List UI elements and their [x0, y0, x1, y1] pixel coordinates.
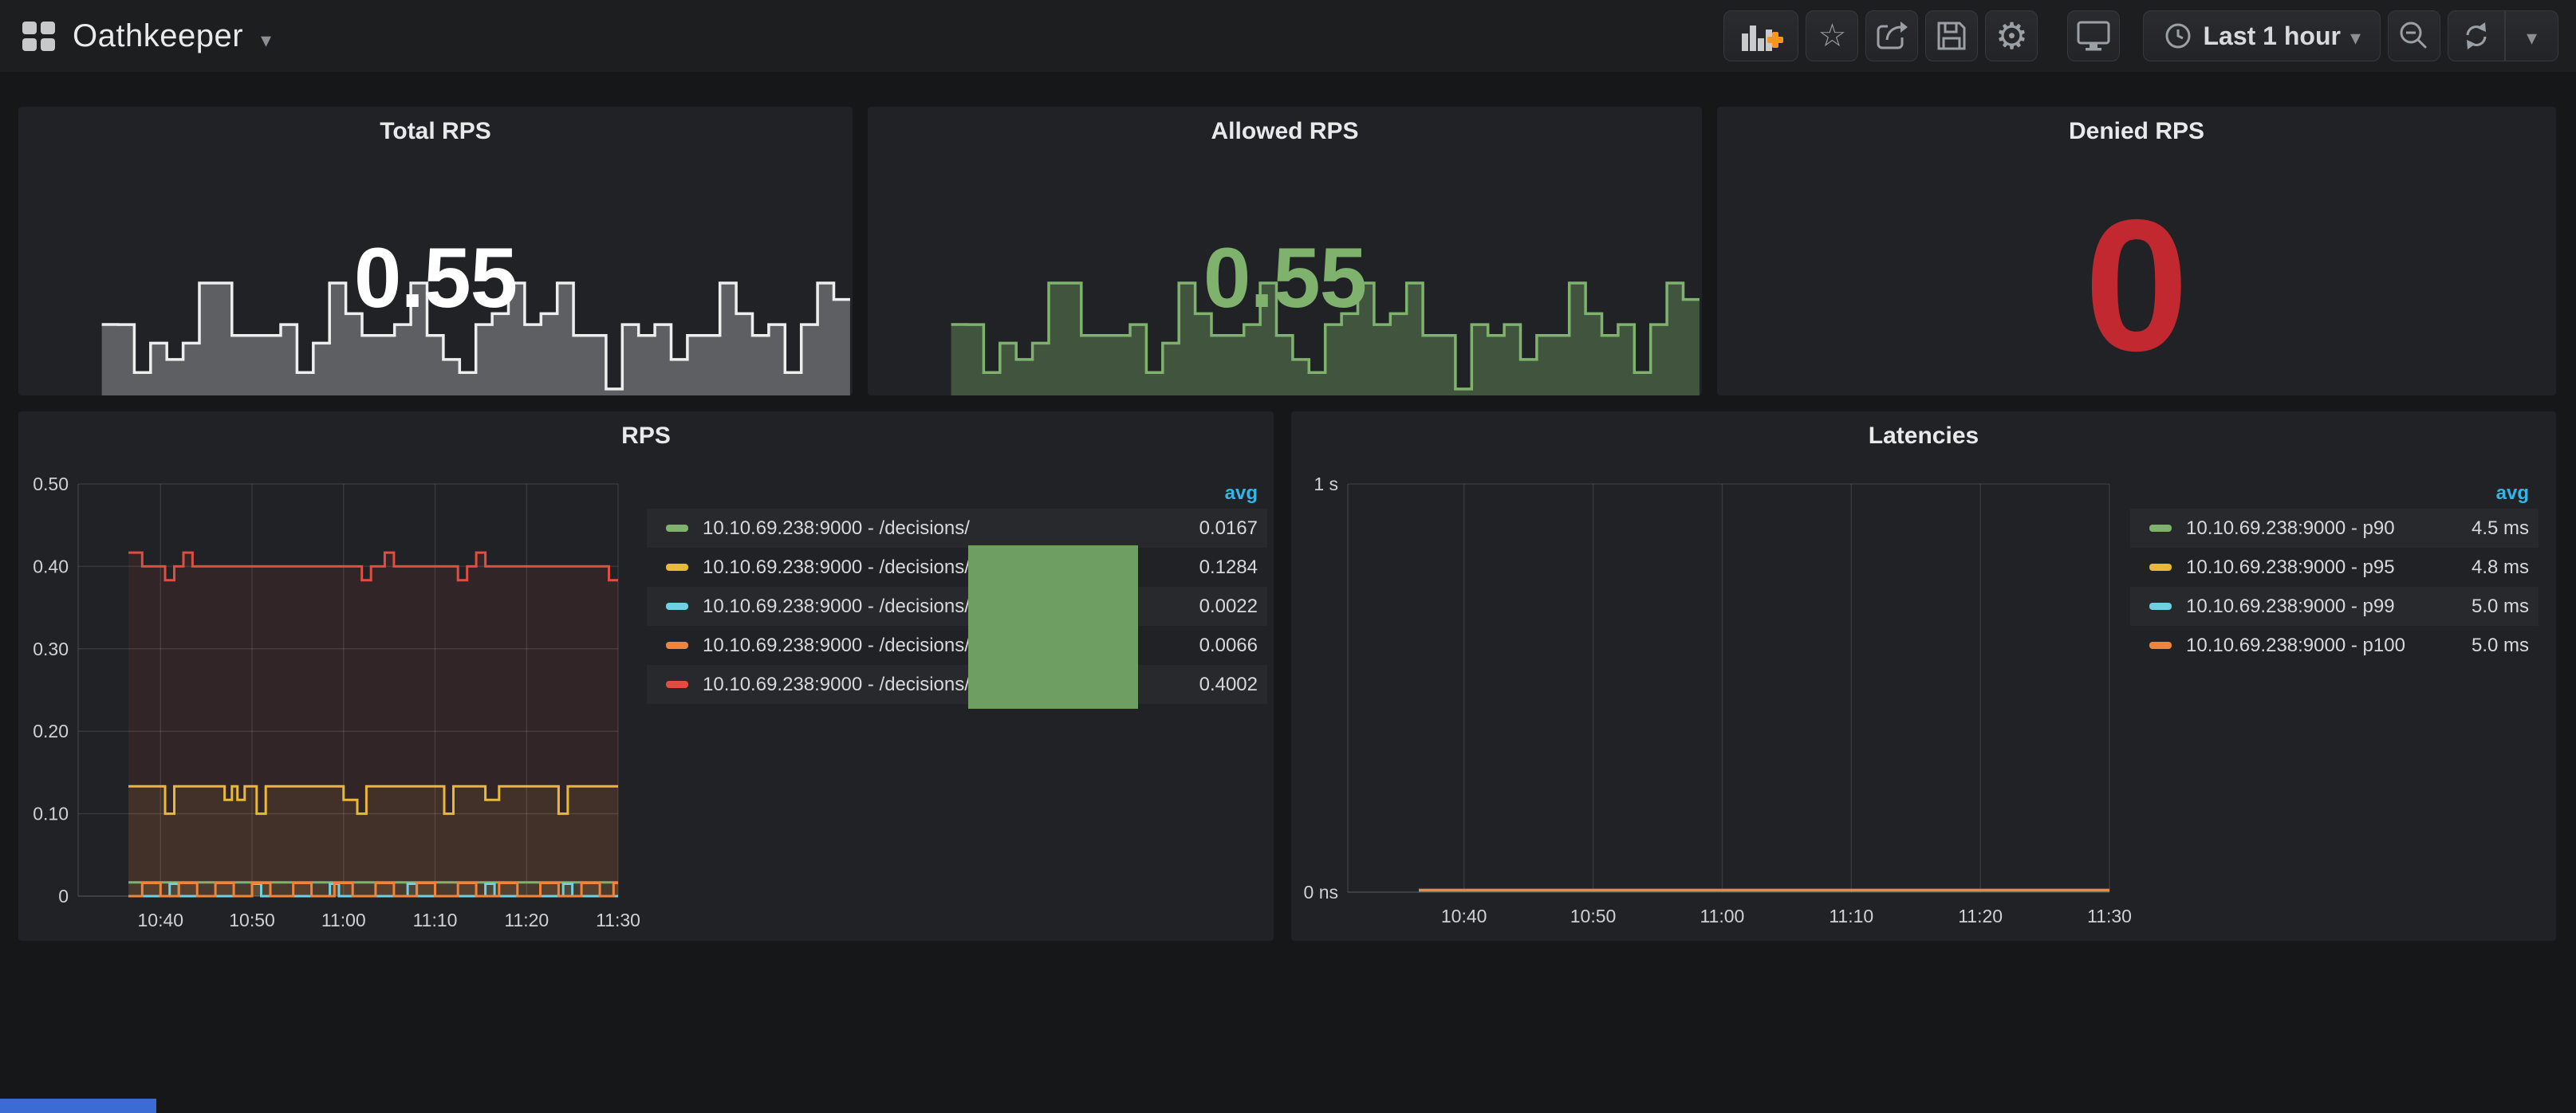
latencies-legend: avg 10.10.69.238:9000 - p904.5 ms10.10.6…: [2130, 482, 2539, 665]
svg-text:11:10: 11:10: [413, 910, 458, 930]
panel-latencies-graph: Latencies 0 ns1 s10:4010:5011:0011:1011:…: [1291, 411, 2556, 941]
svg-text:10:50: 10:50: [1570, 906, 1617, 926]
total-rps-value: 0.55: [18, 228, 853, 327]
legend-series-avg-value: 5.0 ms: [2472, 635, 2539, 657]
add-panel-button[interactable]: [1723, 10, 1798, 61]
legend-series-swatch: [2149, 525, 2172, 532]
navbar-right: ☆ ⚙: [1716, 10, 2576, 61]
allowed-rps-value: 0.55: [868, 228, 1702, 327]
legend-series-avg-value: 0.0167: [1199, 517, 1267, 540]
add-row-button[interactable]: [0, 1099, 156, 1113]
monitor-icon: [2074, 18, 2113, 53]
apps-grid-icon[interactable]: [22, 22, 55, 51]
legend-row[interactable]: 10.10.69.238:9000 - p995.0 ms: [2130, 587, 2539, 626]
legend-series-swatch: [666, 564, 688, 571]
legend-row[interactable]: 10.10.69.238:9000 - /decisions/0.0167: [647, 509, 1267, 548]
svg-text:0 ns: 0 ns: [1304, 882, 1338, 903]
dashboard-title[interactable]: Oathkeeper: [73, 18, 243, 54]
legend-series-avg-value: 0.4002: [1199, 674, 1267, 696]
svg-text:0.20: 0.20: [33, 721, 69, 741]
cycle-view-button[interactable]: [2067, 10, 2120, 61]
rps-legend: avg 10.10.69.238:9000 - /decisions/0.016…: [647, 482, 1267, 704]
legend-series-avg-value: 0.0066: [1199, 635, 1267, 657]
zoom-out-button[interactable]: [2388, 10, 2440, 61]
dashboard-caret-icon[interactable]: ▾: [261, 20, 271, 53]
legend-series-swatch: [666, 525, 688, 532]
legend-row[interactable]: 10.10.69.238:9000 - p904.5 ms: [2130, 509, 2539, 548]
refresh-button[interactable]: [2448, 10, 2505, 61]
legend-series-swatch: [666, 642, 688, 649]
refresh-icon: [2459, 18, 2494, 53]
legend-row[interactable]: 10.10.69.238:9000 - /decisions/0.1284: [647, 548, 1267, 587]
legend-series-avg-value: 0.0022: [1199, 596, 1267, 618]
svg-text:11:30: 11:30: [596, 910, 640, 930]
svg-text:0.50: 0.50: [33, 474, 69, 494]
legend-series-swatch: [2149, 642, 2172, 649]
refresh-caret-icon: ▾: [2527, 22, 2537, 50]
panel-title[interactable]: Allowed RPS: [868, 118, 1702, 145]
panel-denied-rps: Denied RPS 0: [1717, 107, 2556, 395]
star-button[interactable]: ☆: [1806, 10, 1858, 61]
refresh-split-button: ▾: [2448, 10, 2558, 61]
svg-text:11:20: 11:20: [504, 910, 549, 930]
legend-series-avg-value: 5.0 ms: [2472, 596, 2539, 618]
legend-series-swatch: [666, 681, 688, 688]
save-button[interactable]: [1925, 10, 1978, 61]
clock-icon: [2163, 21, 2193, 51]
save-icon: [1933, 18, 1970, 54]
legend-avg-header[interactable]: avg: [2130, 482, 2539, 509]
legend-row[interactable]: 10.10.69.238:9000 - /decisions/0.4002: [647, 665, 1267, 704]
panel-allowed-rps: Allowed RPS 0.55: [868, 107, 1702, 395]
svg-text:0.10: 0.10: [33, 804, 69, 824]
time-range-label: Last 1 hour: [2203, 22, 2340, 51]
legend-row[interactable]: 10.10.69.238:9000 - p954.8 ms: [2130, 548, 2539, 587]
panel-rps-graph: RPS 00.100.200.300.400.5010:4010:5011:00…: [18, 411, 1274, 941]
legend-avg-header[interactable]: avg: [647, 482, 1267, 509]
denied-rps-value: 0: [1717, 177, 2556, 393]
legend-series-swatch: [2149, 603, 2172, 610]
share-icon: [1873, 18, 1910, 54]
add-panel-icon: [1739, 18, 1783, 54]
panel-total-rps: Total RPS 0.55: [18, 107, 853, 395]
svg-text:11:20: 11:20: [1958, 906, 2003, 926]
svg-text:10:40: 10:40: [137, 910, 183, 930]
legend-row[interactable]: 10.10.69.238:9000 - p1005.0 ms: [2130, 626, 2539, 665]
legend-series-avg-value: 4.5 ms: [2472, 517, 2539, 540]
legend-series-label[interactable]: 10.10.69.238:9000 - p90: [2186, 517, 2472, 540]
grafana-dashboard: Oathkeeper ▾ ☆: [0, 0, 2576, 1113]
legend-series-avg-value: 0.1284: [1199, 556, 1267, 579]
legend-row[interactable]: 10.10.69.238:9000 - /decisions/0.0022: [647, 587, 1267, 626]
star-icon: ☆: [1818, 20, 1847, 52]
svg-text:11:30: 11:30: [2087, 906, 2132, 926]
legend-series-swatch: [2149, 564, 2172, 571]
legend-series-label[interactable]: 10.10.69.238:9000 - p95: [2186, 556, 2472, 579]
refresh-interval-button[interactable]: ▾: [2506, 10, 2558, 61]
zoom-out-icon: [2397, 18, 2432, 53]
legend-series-label[interactable]: 10.10.69.238:9000 - p100: [2186, 635, 2472, 657]
svg-text:10:50: 10:50: [229, 910, 275, 930]
navbar-left: Oathkeeper ▾: [0, 18, 271, 54]
svg-text:0.40: 0.40: [33, 556, 69, 576]
panel-title[interactable]: Total RPS: [18, 118, 853, 145]
time-range-picker[interactable]: Last 1 hour ▾: [2143, 10, 2381, 61]
legend-series-swatch: [666, 603, 688, 610]
share-button[interactable]: [1865, 10, 1918, 61]
gear-icon: ⚙: [1995, 18, 2028, 54]
svg-text:11:10: 11:10: [1829, 906, 1873, 926]
navbar: Oathkeeper ▾ ☆: [0, 0, 2576, 72]
legend-series-label[interactable]: 10.10.69.238:9000 - p99: [2186, 596, 2472, 618]
time-range-caret-icon: ▾: [2350, 22, 2361, 50]
legend-series-avg-value: 4.8 ms: [2472, 556, 2539, 579]
svg-text:1 s: 1 s: [1314, 474, 1338, 494]
legend-row[interactable]: 10.10.69.238:9000 - /decisions/0.0066: [647, 626, 1267, 665]
svg-text:11:00: 11:00: [1700, 906, 1744, 926]
panel-title[interactable]: Denied RPS: [1717, 118, 2556, 145]
settings-button[interactable]: ⚙: [1985, 10, 2038, 61]
legend-series-label[interactable]: 10.10.69.238:9000 - /decisions/: [703, 517, 1199, 540]
svg-text:10:40: 10:40: [1441, 906, 1487, 926]
redaction-overlay: [968, 545, 1138, 709]
svg-text:0: 0: [58, 886, 69, 907]
svg-text:11:00: 11:00: [321, 910, 366, 930]
svg-text:0.30: 0.30: [33, 639, 69, 659]
